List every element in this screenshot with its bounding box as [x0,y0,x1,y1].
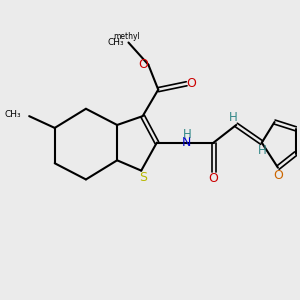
Text: H: H [229,111,238,124]
Text: O: O [208,172,218,185]
Text: O: O [187,77,196,90]
Text: N: N [182,136,191,149]
Text: S: S [139,171,147,184]
Text: H: H [257,144,266,157]
Text: H: H [183,128,192,141]
Text: methyl: methyl [114,32,140,41]
Text: O: O [273,169,283,182]
Text: CH₃: CH₃ [107,38,124,47]
Text: CH₃: CH₃ [4,110,21,119]
Text: O: O [138,58,148,71]
